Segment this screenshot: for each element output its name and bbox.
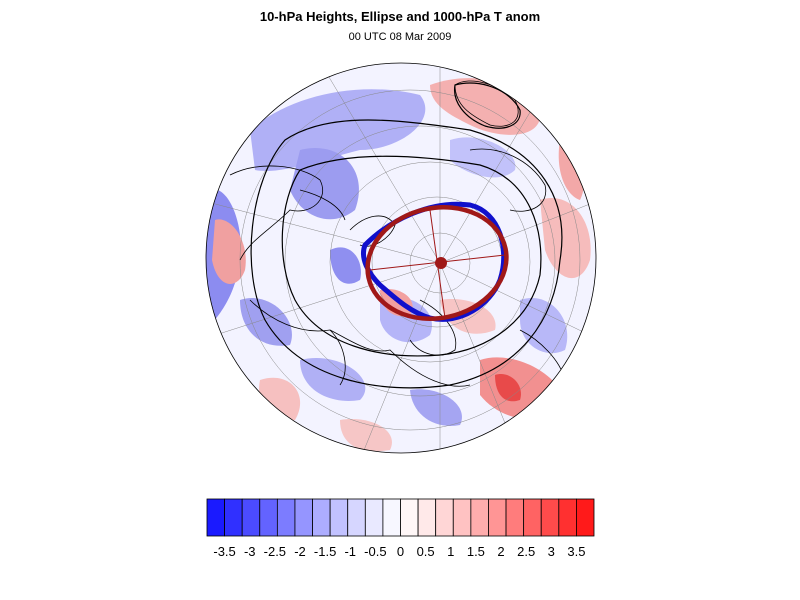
colorbar-box xyxy=(558,498,577,537)
colorbar-tick-label: -0.5 xyxy=(364,544,386,559)
colorbar-box xyxy=(435,498,454,537)
figure-title: 10-hPa Heights, Ellipse and 1000-hPa T a… xyxy=(259,9,541,24)
colorbar-tick-label: 2 xyxy=(497,544,504,559)
colorbar-box xyxy=(505,498,525,537)
colorbar-box xyxy=(241,498,261,537)
ellipse-centroid-marker xyxy=(435,257,447,269)
colorbar-box xyxy=(329,498,349,537)
colorbar-box xyxy=(276,498,296,537)
colorbar-tick-label: -2 xyxy=(294,544,306,559)
colorbar-box xyxy=(224,498,243,537)
colorbar-box xyxy=(312,498,331,537)
colorbar-tick-label: 0.5 xyxy=(417,544,435,559)
colorbar-box xyxy=(382,498,401,537)
colorbar-box xyxy=(488,498,507,537)
colorbar-tick-label: 3.5 xyxy=(567,544,585,559)
colorbar-box xyxy=(294,498,313,537)
colorbar-box xyxy=(470,498,489,537)
coastlines xyxy=(229,80,566,387)
colorbar-box xyxy=(576,498,595,537)
colorbar-tick-label: 1.5 xyxy=(467,544,485,559)
colorbar-tick-label: 0 xyxy=(397,544,404,559)
fitted-ellipse xyxy=(365,205,509,321)
colorbar-tick-label: -1 xyxy=(344,544,356,559)
colorbar-box xyxy=(364,498,384,537)
colorbar-labels: -3.5 -3 -2.5 -2 -1.5 -1 -0.5 0 0.5 1 1.5 2 2.5 3 3.5 xyxy=(213,544,585,559)
colorbar-tick-label: 1 xyxy=(447,544,454,559)
graticule xyxy=(206,63,596,453)
colorbar-box xyxy=(259,498,278,537)
colorbar-tick-label: -2.5 xyxy=(264,544,286,559)
colorbar-tick-label: -3 xyxy=(244,544,256,559)
colorbar-box xyxy=(400,498,419,537)
colorbar-box xyxy=(540,498,560,537)
colorbar-box xyxy=(523,498,542,537)
colorbar-box xyxy=(452,498,472,537)
polar-map xyxy=(205,62,597,454)
colorbar-box xyxy=(206,498,225,537)
figure-subtitle: 00 UTC 08 Mar 2009 xyxy=(348,31,452,43)
colorbar-tick-label: -3.5 xyxy=(213,544,235,559)
colorbar-box xyxy=(417,498,437,537)
colorbar-box xyxy=(347,498,366,537)
colorbar-tick-label: 3 xyxy=(548,544,555,559)
height-contours xyxy=(250,82,563,389)
colorbar-tick-label: -1.5 xyxy=(314,544,336,559)
colorbar-boxes xyxy=(206,498,595,537)
colorbar-tick-label: 2.5 xyxy=(517,544,535,559)
map-boundary xyxy=(205,62,597,454)
